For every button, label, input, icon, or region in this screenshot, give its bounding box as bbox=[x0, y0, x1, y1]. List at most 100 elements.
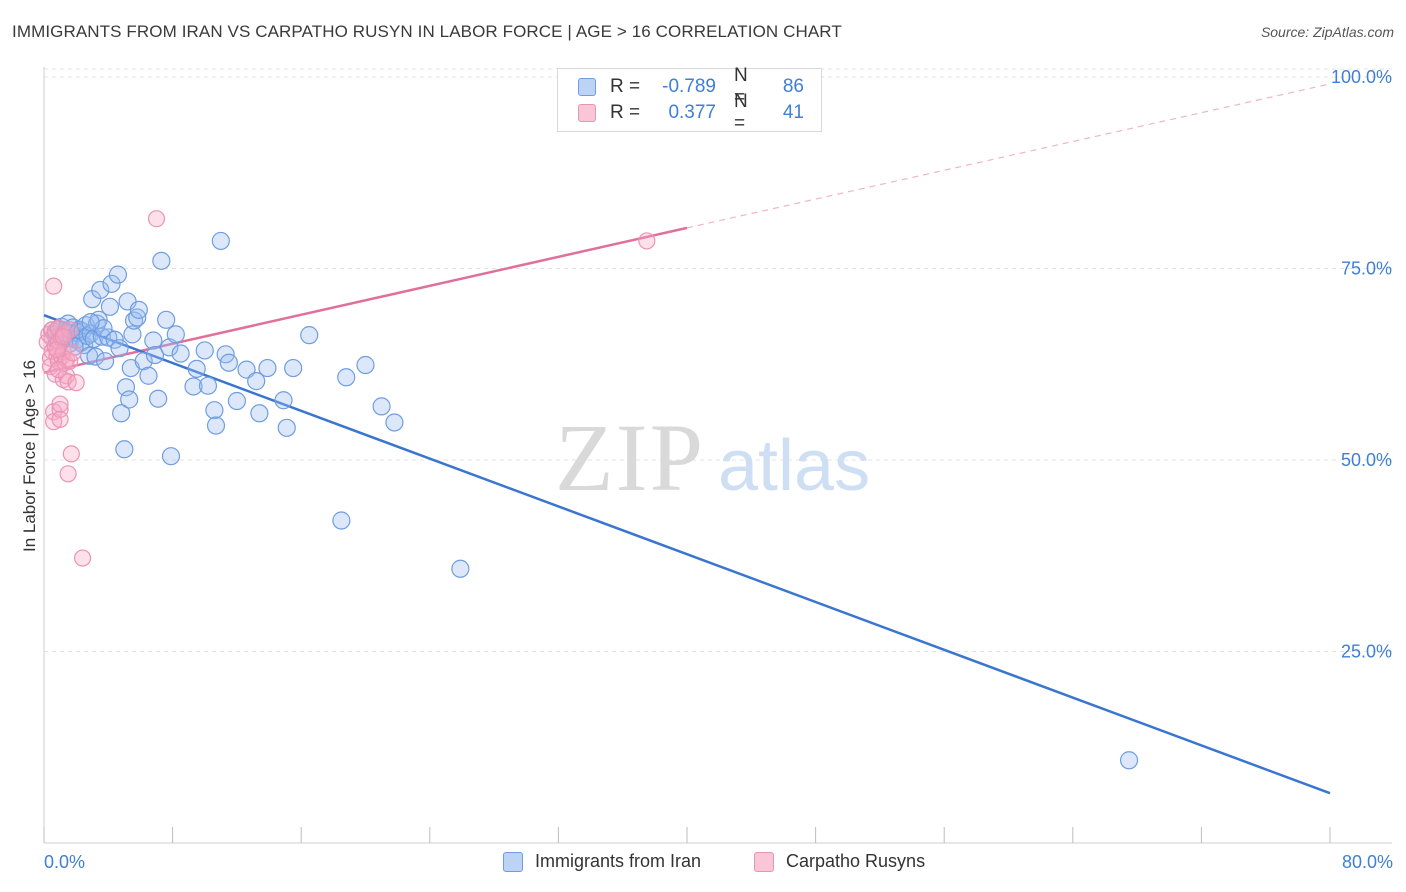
iran-point bbox=[187, 359, 206, 378]
rusyn-point bbox=[51, 400, 69, 419]
y-axis-label: In Labor Force | Age > 16 bbox=[20, 359, 39, 553]
rusyn-swatch bbox=[578, 104, 596, 122]
r-value: 0.377 bbox=[668, 102, 716, 123]
iran-point bbox=[112, 404, 131, 423]
rusyn-point bbox=[638, 232, 656, 250]
iran-point bbox=[128, 308, 147, 327]
iran-point bbox=[145, 345, 165, 365]
iran-point bbox=[206, 416, 226, 435]
iran-point bbox=[108, 265, 128, 284]
iran-point bbox=[284, 358, 303, 378]
n-label: N = bbox=[734, 91, 748, 134]
rusyn-point bbox=[73, 549, 92, 567]
legend-label-iran: Immigrants from Iran bbox=[535, 851, 702, 871]
n-value: 41 bbox=[782, 102, 804, 123]
iran-point bbox=[91, 280, 110, 300]
rusyn-point bbox=[59, 465, 77, 483]
y-tick-labels: 25.0% 50.0% 75.0% 100.0% bbox=[1331, 67, 1392, 662]
watermark-zip: ZIP bbox=[555, 404, 705, 511]
legend-item-iran[interactable]: Immigrants from Iran bbox=[503, 851, 701, 872]
rusyn-point bbox=[61, 321, 79, 339]
iran-point bbox=[124, 311, 144, 330]
iran-point bbox=[250, 404, 269, 423]
watermark-atlas: atlas bbox=[718, 426, 870, 506]
iran-point bbox=[300, 326, 319, 345]
iran-point bbox=[100, 297, 120, 316]
n-value: 86 bbox=[782, 76, 804, 97]
iran-point bbox=[123, 325, 142, 344]
iran-point bbox=[258, 358, 277, 378]
iran-point bbox=[95, 352, 115, 371]
iran-point bbox=[105, 330, 124, 349]
rusyn-point bbox=[147, 210, 166, 228]
iran-point bbox=[115, 440, 134, 459]
iran-point bbox=[86, 347, 105, 366]
rusyn-point bbox=[49, 361, 68, 379]
iran-point bbox=[102, 274, 121, 293]
iran-point bbox=[81, 313, 100, 332]
iran-point bbox=[277, 418, 296, 437]
iran-point bbox=[219, 353, 238, 372]
iran-point bbox=[139, 366, 158, 385]
iran-point bbox=[144, 331, 163, 350]
n-label: N = bbox=[734, 65, 748, 108]
rusyn-point bbox=[62, 445, 80, 463]
iran-point bbox=[337, 368, 356, 387]
iran-point bbox=[372, 397, 391, 416]
iran-point bbox=[152, 251, 171, 270]
iran-swatch bbox=[578, 78, 596, 96]
rusyn-point bbox=[51, 395, 69, 413]
grid-lines bbox=[44, 68, 1392, 652]
iran-point bbox=[110, 339, 129, 358]
iran-point bbox=[134, 352, 153, 371]
legend-label-rusyn: Carpatho Rusyns bbox=[786, 851, 926, 871]
iran-point bbox=[205, 401, 224, 420]
iran-point bbox=[149, 389, 168, 408]
iran-point bbox=[356, 355, 375, 375]
legend-item-rusyn[interactable]: Carpatho Rusyns bbox=[754, 851, 925, 872]
rusyn-point bbox=[67, 374, 85, 392]
iran-point bbox=[120, 390, 139, 409]
scatter-points bbox=[38, 210, 1139, 770]
y-tick-label: 75.0% bbox=[1341, 259, 1392, 279]
iran-legend-swatch bbox=[503, 851, 523, 872]
source-label: Source: ZipAtlas.com bbox=[1260, 24, 1394, 40]
x-tick-label-min: 0.0% bbox=[44, 852, 86, 872]
iran-point bbox=[195, 341, 214, 360]
iran-point bbox=[451, 559, 470, 578]
iran-point bbox=[157, 310, 176, 329]
iran-point bbox=[1119, 751, 1139, 770]
r-label: R = bbox=[610, 76, 641, 97]
iran-point bbox=[198, 376, 218, 395]
y-tick-label: 100.0% bbox=[1331, 67, 1392, 87]
iran-point bbox=[211, 231, 230, 251]
iran-point bbox=[274, 391, 293, 410]
trend-line-iran bbox=[43, 314, 1331, 795]
series-legend: Immigrants from Iran Carpatho Rusyns bbox=[0, 851, 1406, 877]
rusyn-point bbox=[45, 277, 63, 295]
iran-point bbox=[129, 300, 148, 319]
iran-point bbox=[161, 447, 181, 466]
rusyn-point bbox=[51, 410, 69, 429]
iran-point bbox=[385, 413, 404, 432]
stats-legend: R = -0.789 N = 86 R = 0.377 N = 41 bbox=[557, 65, 822, 134]
stats-row-rusyn: R = 0.377 N = 41 bbox=[578, 91, 804, 134]
x-tick-label-max: 80.0% bbox=[1341, 852, 1393, 872]
r-label: R = bbox=[610, 102, 641, 123]
watermark: ZIP atlas bbox=[555, 404, 870, 511]
rusyn-legend-swatch bbox=[754, 851, 774, 872]
iran-point bbox=[166, 325, 185, 344]
axes bbox=[43, 67, 1392, 844]
iran-point bbox=[184, 377, 203, 396]
r-value: -0.789 bbox=[662, 76, 716, 97]
y-tick-label: 25.0% bbox=[1341, 642, 1392, 662]
rusyn-point bbox=[64, 344, 82, 362]
iran-point bbox=[171, 344, 190, 363]
rusyn-point bbox=[54, 328, 72, 346]
stats-row-iran: R = -0.789 N = 86 bbox=[578, 65, 804, 108]
iran-point bbox=[332, 511, 351, 530]
iran-point bbox=[247, 372, 266, 391]
iran-point bbox=[227, 391, 246, 411]
chart-title: IMMIGRANTS FROM IRAN VS CARPATHO RUSYN I… bbox=[12, 22, 842, 41]
